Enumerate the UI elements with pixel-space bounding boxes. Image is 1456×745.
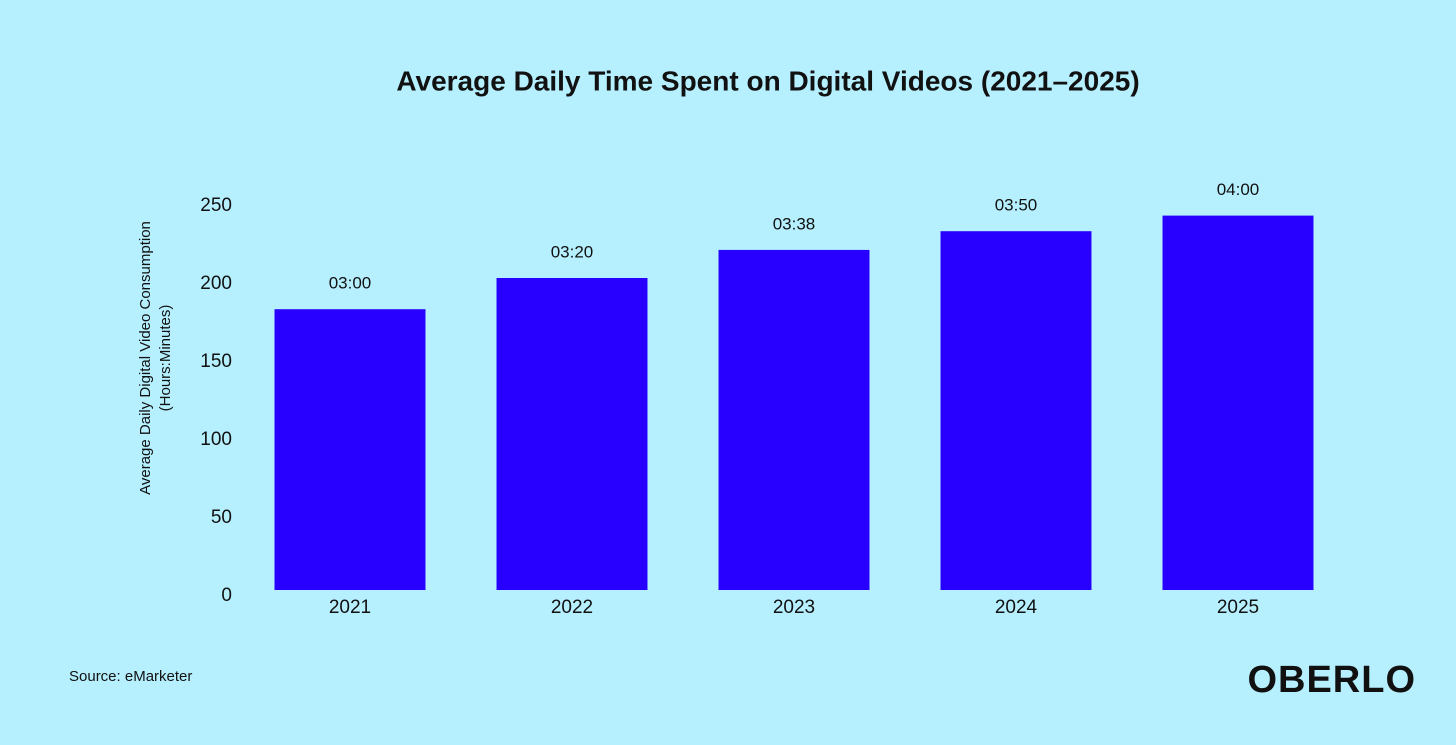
y-axis-label: (Hours:Minutes) bbox=[157, 305, 174, 412]
data-label: 03:00 bbox=[329, 274, 372, 293]
data-label: 03:50 bbox=[995, 196, 1038, 215]
x-tick-label: 2021 bbox=[329, 597, 371, 618]
x-tick-label: 2022 bbox=[551, 597, 593, 618]
bar bbox=[496, 278, 648, 590]
x-tick-label: 2023 bbox=[773, 597, 815, 618]
y-tick-label: 150 bbox=[200, 351, 232, 372]
brand-logo: OBERLO bbox=[1247, 659, 1416, 701]
source: Source: eMarketer bbox=[69, 668, 192, 685]
data-label: 04:00 bbox=[1217, 180, 1260, 199]
data-label: 03:20 bbox=[551, 242, 594, 261]
y-tick-label: 250 bbox=[200, 195, 232, 216]
x-tick-label: 2025 bbox=[1217, 597, 1259, 618]
chart-title: Average Daily Time Spent on Digital Vide… bbox=[396, 65, 1139, 96]
bar bbox=[940, 231, 1092, 590]
y-tick-label: 200 bbox=[200, 273, 232, 294]
bar bbox=[1162, 215, 1314, 590]
y-tick-label: 50 bbox=[211, 507, 232, 528]
bar bbox=[274, 309, 426, 590]
bar bbox=[718, 249, 870, 591]
y-tick-label: 100 bbox=[200, 429, 232, 450]
x-tick-label: 2024 bbox=[995, 597, 1038, 618]
y-tick-label: 0 bbox=[221, 585, 232, 606]
y-axis-label: Average Daily Digital Video Consumption bbox=[137, 221, 154, 495]
data-label: 03:38 bbox=[773, 214, 816, 233]
